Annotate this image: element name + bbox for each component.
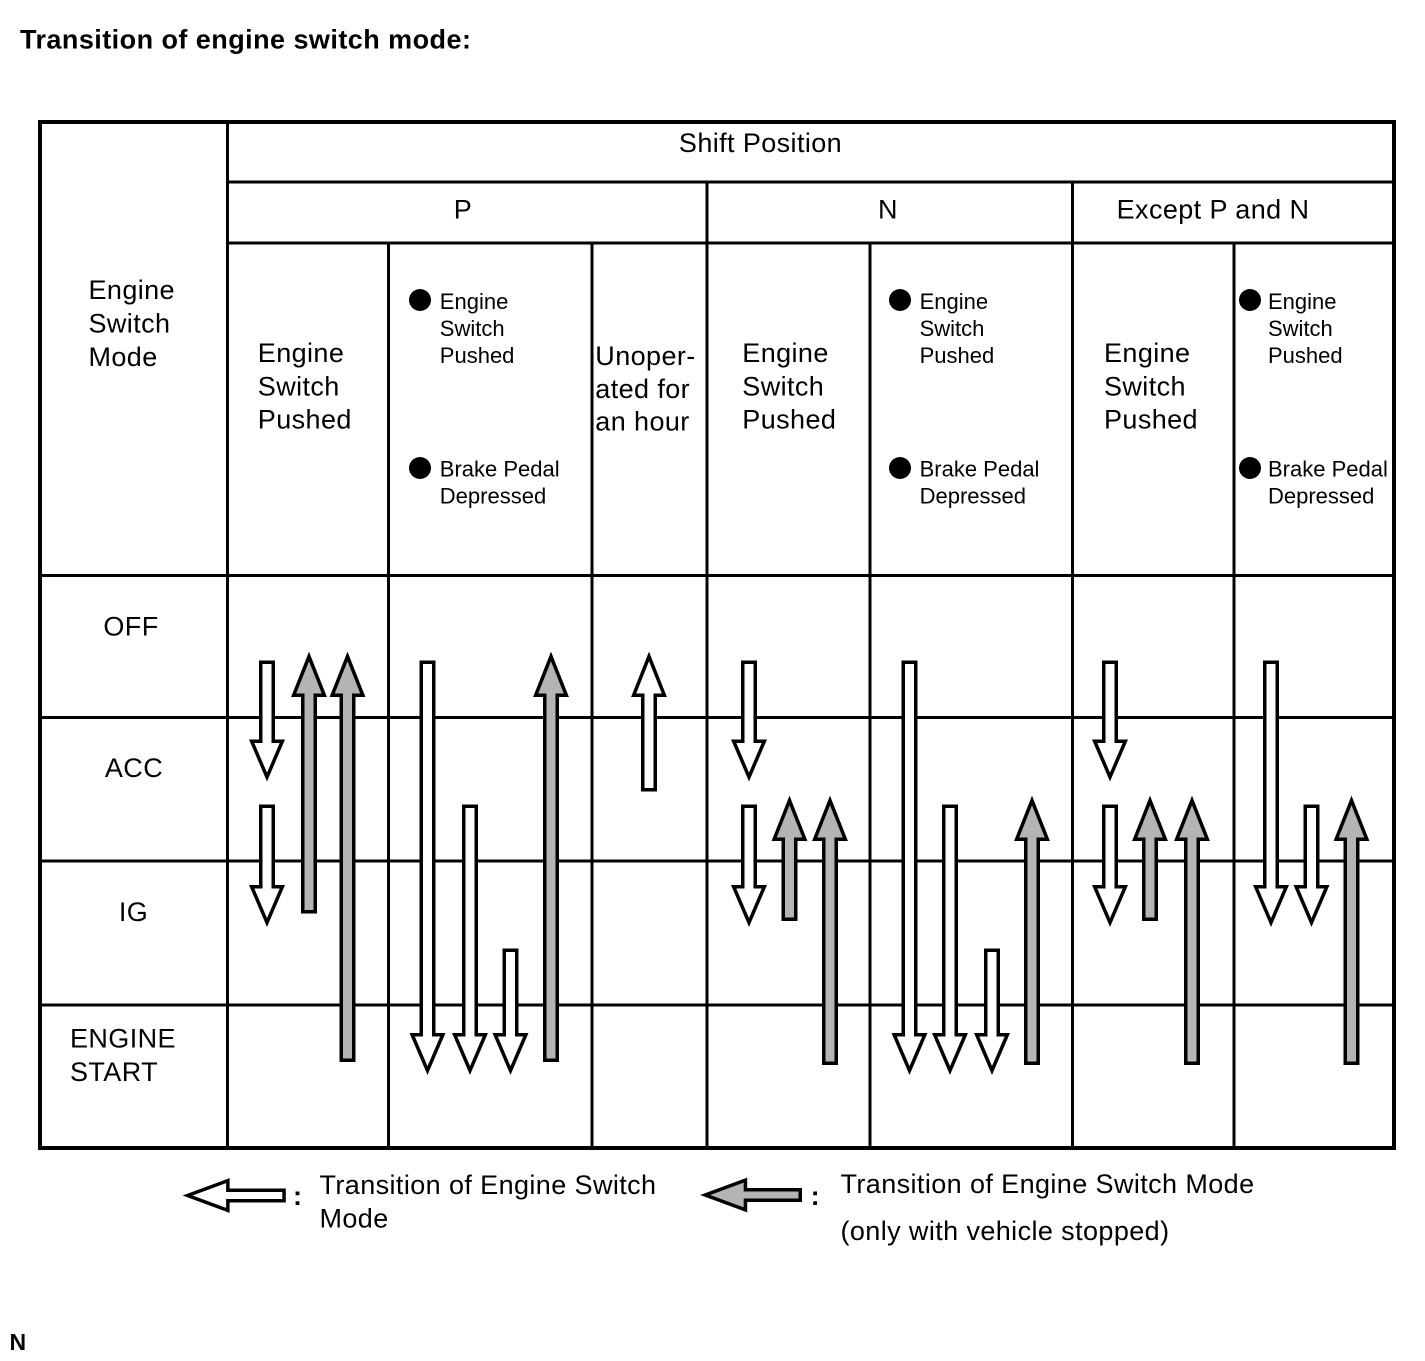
svg-text::: : [811, 1181, 820, 1211]
svg-text:Depressed: Depressed [440, 484, 546, 509]
svg-text:Engine: Engine [1104, 338, 1190, 368]
svg-text:Switch: Switch [1104, 371, 1186, 401]
svg-text:Engine: Engine [742, 338, 828, 368]
svg-text:Pushed: Pushed [258, 405, 352, 435]
svg-text:Pushed: Pushed [1268, 343, 1343, 368]
svg-text:Pushed: Pushed [440, 343, 515, 368]
svg-text:Brake Pedal: Brake Pedal [440, 457, 560, 482]
svg-text:ENGINE: ENGINE [70, 1023, 176, 1053]
svg-text:Mode: Mode [89, 342, 158, 372]
svg-text:Shift Position: Shift Position [679, 128, 842, 158]
svg-text:Engine: Engine [440, 289, 509, 314]
svg-text:Pushed: Pushed [1104, 405, 1198, 435]
svg-text:IG: IG [119, 897, 148, 927]
svg-text:Pushed: Pushed [742, 405, 836, 435]
svg-text:Transition of engine switch mo: Transition of engine switch mode: [20, 25, 471, 55]
svg-text:ACC: ACC [105, 753, 163, 783]
svg-text:Switch: Switch [89, 309, 171, 339]
svg-text:N: N [878, 195, 898, 225]
svg-text:Mode: Mode [320, 1204, 389, 1234]
svg-text:Switch: Switch [1268, 316, 1333, 341]
svg-text:Brake Pedal: Brake Pedal [1268, 457, 1388, 482]
svg-text:Engine: Engine [920, 289, 989, 314]
svg-text:Engine: Engine [1268, 289, 1337, 314]
svg-text:Switch: Switch [742, 371, 824, 401]
svg-text:Except P and N: Except P and N [1117, 195, 1310, 225]
svg-text:Depressed: Depressed [1268, 484, 1374, 509]
svg-text:Switch: Switch [440, 316, 505, 341]
svg-text:Engine: Engine [258, 338, 344, 368]
svg-text::: : [293, 1181, 302, 1211]
svg-text:Brake Pedal: Brake Pedal [920, 457, 1040, 482]
svg-text:Switch: Switch [920, 316, 985, 341]
svg-text:Switch: Switch [258, 371, 340, 401]
svg-text:N: N [10, 1329, 27, 1355]
svg-text:Transition of Engine Switch: Transition of Engine Switch [320, 1170, 657, 1200]
svg-text:Engine: Engine [89, 275, 175, 305]
svg-text:(only with vehicle stopped): (only with vehicle stopped) [841, 1216, 1170, 1246]
svg-text:Transition of Engine Switch Mo: Transition of Engine Switch Mode [841, 1169, 1255, 1199]
svg-text:an hour: an hour [595, 407, 689, 437]
svg-text:START: START [70, 1057, 158, 1087]
svg-text:Unoper-: Unoper- [595, 341, 695, 371]
svg-text:OFF: OFF [103, 612, 158, 642]
svg-text:Depressed: Depressed [920, 484, 1026, 509]
svg-text:Pushed: Pushed [920, 343, 995, 368]
svg-text:ated for: ated for [595, 374, 690, 404]
svg-text:P: P [454, 195, 472, 225]
